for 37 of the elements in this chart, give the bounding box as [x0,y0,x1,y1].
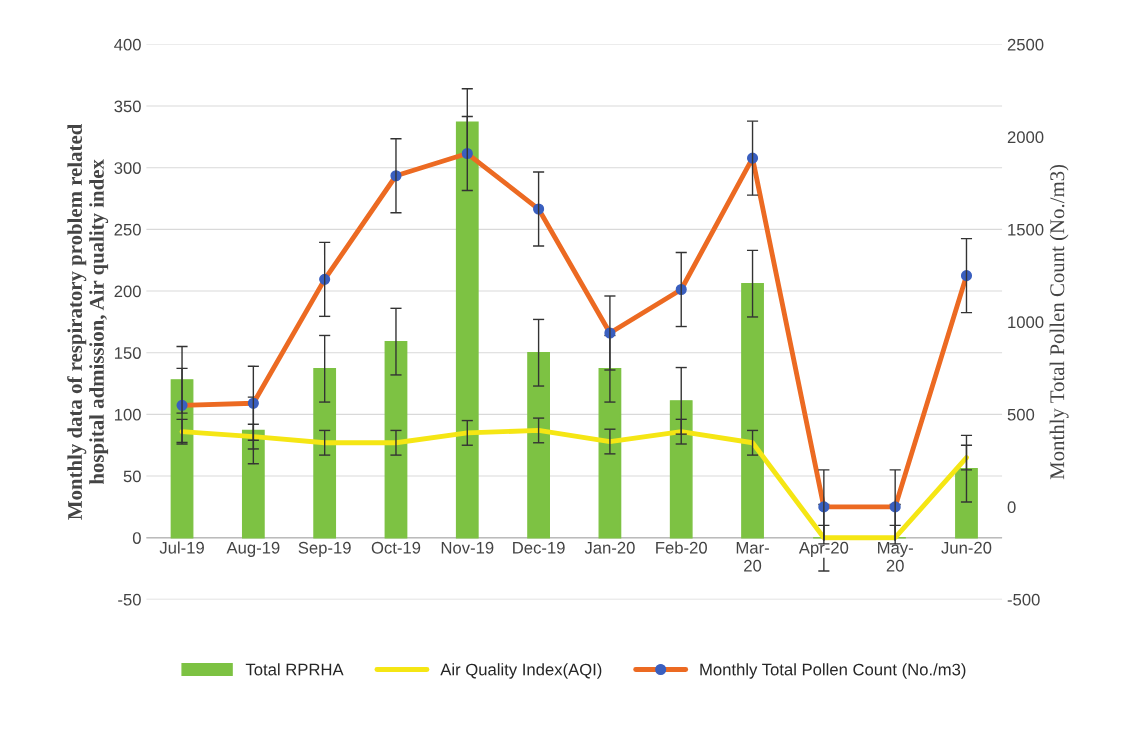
y-tick-label: 50 [123,470,141,483]
y-tick-label: 0 [132,532,141,544]
y-tick-label: 250 [114,223,141,236]
y2-tick-label: 2500 [1007,38,1044,51]
x-tick-label: Dec-19 [513,541,565,554]
y-tick-label: 150 [114,347,141,359]
x-tick-label: May- 20 [878,542,913,572]
y-tick-label: -50 [118,593,141,606]
y2-tick-label: 1000 [1008,316,1044,329]
x-tick-label: Oct-19 [371,541,421,554]
x-tick-label: Feb-20 [656,541,707,554]
y2-tick-label: 2000 [1007,131,1044,144]
y-tick-label: 200 [114,285,141,298]
x-tick-label: Mar- 20 [736,542,769,572]
y2-tick-label: 1500 [1008,223,1044,236]
legend-label: Total RPRHA [245,663,344,676]
bar [313,368,337,539]
x-tick-label: Jan-20 [584,541,635,554]
y-tick-label: 400 [114,38,141,51]
x-tick-label: Sep-19 [298,541,351,557]
y2-tick-label: 0 [1007,501,1016,514]
x-tick-label: Nov-19 [441,541,494,554]
legend-label: Air Quality Index(AQI) [440,663,602,679]
y-tick-label: 300 [114,162,141,174]
y-tick-label: 100 [114,408,141,421]
y2-tick-label: -500 [1007,593,1040,606]
x-tick-label: Jul-19 [159,541,204,554]
x-tick-label: Jun-20 [941,541,992,554]
line-series [179,428,969,541]
bar [241,429,265,539]
y-axis-title: Monthly data of respiratory problem related hospital admission, Air quality index [67,123,109,520]
x-tick-label: Apr-20 [798,541,849,557]
y2-tick-label: 500 [1007,408,1035,421]
x-tick-label: Aug-19 [226,541,280,557]
y2-axis-title: Monthly Total Pollen Count (No./m3) [1049,164,1069,480]
legend-label: Monthly Total Pollen Count (No./m3) [700,663,966,679]
y-tick-label: 350 [114,100,141,113]
